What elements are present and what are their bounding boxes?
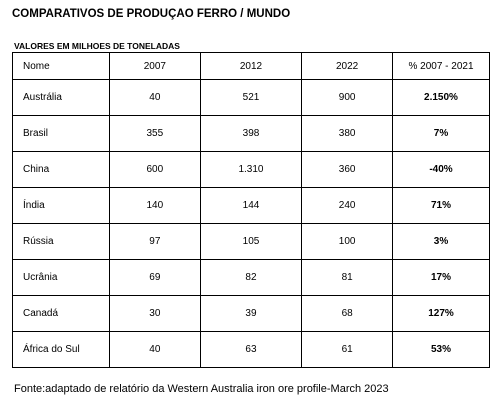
- table-cell: 53%: [392, 331, 490, 368]
- table-cell: 69: [109, 259, 201, 296]
- table-cell: 380: [301, 115, 393, 152]
- table-cell: Ucrânia: [12, 259, 110, 296]
- table-cell: 17%: [392, 259, 490, 296]
- table-cell: 68: [301, 295, 393, 332]
- header-row: Nome 2007 2012 2022% 2007 - 2021: [12, 52, 490, 80]
- table-cell: 140: [109, 187, 201, 224]
- table-cell: % 2007 - 2021: [392, 52, 490, 80]
- table-cell: 40: [109, 79, 201, 116]
- table-row: África do Sul 40 63 61 53%: [12, 331, 490, 368]
- table-cell: 144: [199, 187, 303, 224]
- table-cell: 7%: [392, 115, 490, 152]
- table-cell: Brasil: [12, 115, 110, 152]
- table-cell: Índia: [12, 187, 110, 224]
- table-row: Austrália 40 521 900 2.150%: [12, 79, 490, 116]
- table-cell: 2007: [109, 52, 201, 80]
- table-cell: 71%: [392, 187, 490, 224]
- table-cell: 30: [109, 295, 201, 332]
- table-cell: 360: [301, 151, 393, 188]
- table-cell: 355: [109, 115, 201, 152]
- table-cell: 2.150%: [392, 79, 490, 116]
- footer: Fonte:adaptado de relatório da Western A…: [14, 383, 389, 395]
- table-cell: 1.310: [199, 151, 303, 188]
- table-row: Ucrânia 69 82 81 17%: [12, 259, 490, 296]
- table-cell: Nome: [12, 52, 110, 80]
- table-row: Índia 140 144 240 71%: [12, 187, 490, 224]
- table-cell: 81: [301, 259, 393, 296]
- table: Nome 2007 2012 2022% 2007 - 2021 Austrália 40…: [12, 52, 490, 368]
- table-cell: 40: [109, 331, 201, 368]
- table-cell: Austrália: [12, 79, 110, 116]
- table-cell: 63: [199, 331, 303, 368]
- table-cell: -40%: [392, 151, 490, 188]
- table-cell: 521: [199, 79, 303, 116]
- table-row: Brasil 355 398 380 7%: [12, 115, 490, 152]
- table-cell: 105: [199, 223, 303, 260]
- table-row: China 600 1.310 360 -40%: [12, 151, 490, 188]
- table-cell: 39: [199, 295, 303, 332]
- table-cell: 3%: [392, 223, 490, 260]
- table-cell: 600: [109, 151, 201, 188]
- subtitle: VALORES EM MILHOES DE TONELADAS: [14, 41, 180, 51]
- table-cell: 240: [301, 187, 393, 224]
- table-cell: 398: [199, 115, 303, 152]
- table-cell: África do Sul: [12, 331, 110, 368]
- table-cell: Canadá: [12, 295, 110, 332]
- table-cell: Rússia: [12, 223, 110, 260]
- title: COMPARATIVOS DE PRODUÇAO FERRO / MUNDO: [12, 8, 291, 20]
- table-cell: 127%: [392, 295, 490, 332]
- table-cell: 2012: [199, 52, 303, 80]
- table-row: Canadá 30 39 68 127%: [12, 295, 490, 332]
- table-cell: 900: [301, 79, 393, 116]
- table-cell: 61: [301, 331, 393, 368]
- table-row: Rússia 97 105 100 3%: [12, 223, 490, 260]
- table-cell: 2022: [301, 52, 393, 80]
- table-cell: China: [12, 151, 110, 188]
- table-cell: 100: [301, 223, 393, 260]
- table-cell: 97: [109, 223, 201, 260]
- table-cell: 82: [199, 259, 303, 296]
